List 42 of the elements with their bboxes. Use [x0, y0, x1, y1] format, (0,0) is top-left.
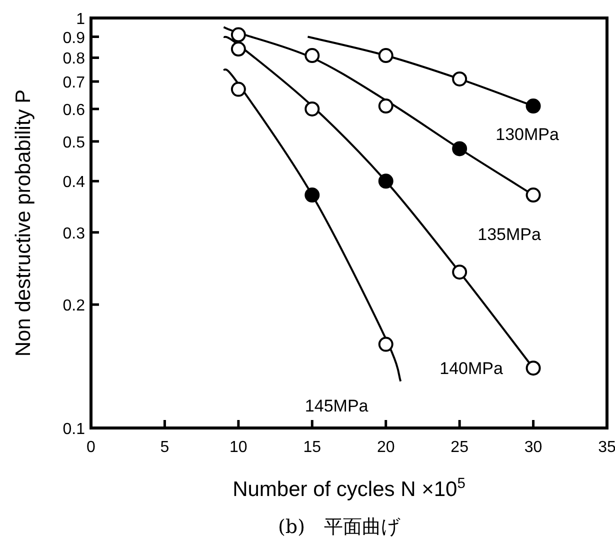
- x-tick-label: 30: [524, 439, 542, 456]
- point: [526, 360, 541, 376]
- point: [378, 48, 394, 64]
- y-tick-label: 0.7: [62, 74, 86, 92]
- text: (b) 平面曲げ: [278, 516, 401, 538]
- point: [452, 71, 468, 86]
- point: [378, 98, 394, 114]
- point: [378, 174, 394, 189]
- y-tick-label: 0.3: [62, 225, 86, 242]
- point: [452, 264, 468, 280]
- x-tick-label: 5: [160, 439, 170, 456]
- x-tick-label: 25: [450, 439, 469, 456]
- point: [304, 101, 320, 116]
- y-tick-label: 0.4: [62, 174, 86, 192]
- point: [230, 27, 246, 42]
- point: [230, 42, 246, 57]
- point: [452, 141, 468, 156]
- point: [304, 48, 320, 64]
- y-tick-label: 0.6: [62, 102, 86, 119]
- point: [378, 336, 394, 352]
- series-label: 135MPa: [478, 225, 542, 244]
- point: [526, 188, 541, 203]
- y-tick-label: 1: [76, 11, 86, 28]
- point: [230, 82, 246, 97]
- x-tick-label: 0: [86, 439, 96, 456]
- y-tick-label: 0.8: [62, 50, 86, 68]
- x-axis-title: Number of cycles N ×10$^{5}$: [232, 476, 466, 501]
- x-tick-label: 20: [376, 439, 395, 456]
- series-label: 130MPa: [496, 125, 560, 144]
- y-tick-label: 0.1: [62, 421, 86, 438]
- series-label: 140MPa: [440, 359, 504, 378]
- x-tick-label: 10: [230, 439, 248, 456]
- point: [304, 188, 320, 203]
- y-tick-label: 0.5: [62, 134, 86, 152]
- y-tick-label: 0.2: [62, 298, 86, 315]
- x-tick-label: 35: [598, 439, 615, 456]
- text: 145MPa: [304, 396, 369, 416]
- line-series: [222, 68, 402, 382]
- point: [526, 98, 541, 114]
- x-tick-label: 15: [303, 439, 322, 456]
- y-axis-title: Non destructive probability P: [12, 89, 35, 357]
- y-tick-label: 0.9: [62, 30, 86, 47]
